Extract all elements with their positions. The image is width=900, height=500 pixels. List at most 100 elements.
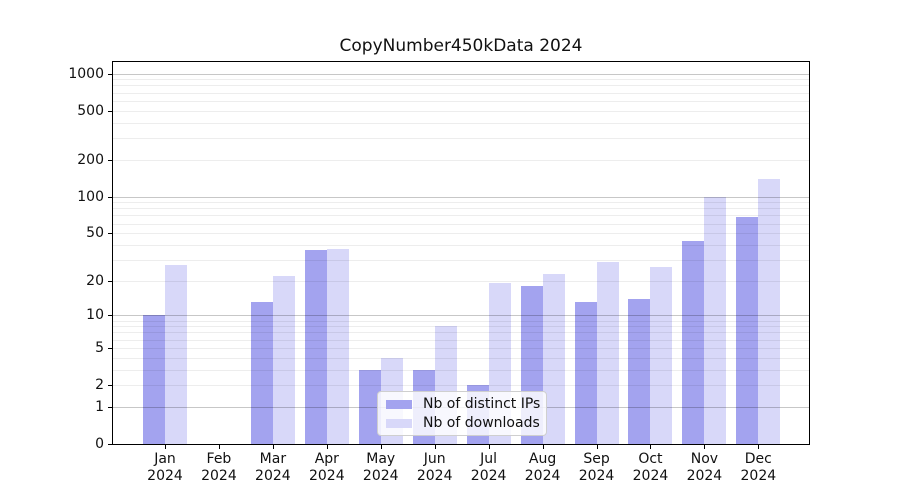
minor-gridline — [113, 92, 809, 94]
x-tick-month: Jul — [480, 451, 498, 467]
x-tick-label: Jan 2024 — [135, 451, 195, 485]
y-tick-mark — [108, 315, 112, 317]
y-tick-label: 0 — [95, 436, 104, 452]
y-tick-label: 5 — [95, 339, 104, 356]
y-tick-mark — [108, 444, 112, 445]
y-tick-mark — [108, 73, 112, 75]
x-tick-mark — [165, 445, 166, 449]
x-tick-year: 2024 — [362, 468, 399, 484]
y-tick-mark — [108, 196, 112, 198]
minor-gridline — [113, 320, 809, 322]
y-tick-label: 20 — [86, 272, 104, 289]
bar-downloads — [326, 248, 349, 444]
minor-gridline — [113, 280, 809, 282]
x-tick-mark — [596, 445, 598, 449]
minor-gridline — [113, 85, 809, 87]
major-gridline — [113, 73, 809, 75]
minor-gridline — [113, 339, 809, 341]
y-tick-label: 200 — [77, 151, 104, 168]
x-tick-year: 2024 — [201, 468, 237, 484]
major-gridline — [113, 196, 809, 198]
x-tick-mark — [434, 445, 436, 449]
x-tick-month: Dec — [744, 451, 772, 467]
x-tick-label: Apr 2024 — [297, 451, 357, 485]
x-tick-month: Oct — [638, 451, 663, 467]
x-tick-label: Jun 2024 — [405, 451, 465, 485]
minor-gridline — [113, 385, 809, 387]
legend-label-distinct-ips: Nb of distinct IPs — [423, 396, 541, 412]
minor-gridline — [113, 208, 809, 210]
x-tick-mark — [650, 445, 652, 449]
x-tick-year: 2024 — [416, 468, 453, 484]
bar-distinct-ips — [574, 302, 597, 444]
x-tick-year: 2024 — [686, 468, 723, 484]
minor-gridline — [113, 233, 809, 235]
x-tick-year: 2024 — [740, 468, 777, 484]
minor-gridline — [113, 332, 809, 334]
legend-swatch-distinct-ips — [386, 399, 412, 409]
y-tick-label: 500 — [77, 102, 104, 119]
bar-downloads — [596, 261, 619, 444]
y-tick-label: 50 — [86, 225, 104, 242]
x-tick-month: Jan — [154, 451, 176, 467]
bar-downloads — [542, 273, 565, 444]
y-tick-label: 100 — [77, 188, 104, 205]
x-tick-year: 2024 — [147, 468, 183, 484]
major-gridline — [113, 315, 809, 317]
y-tick-label: 1 — [95, 398, 104, 415]
x-tick-year: 2024 — [632, 468, 669, 484]
x-tick-year: 2024 — [255, 468, 291, 484]
bar-distinct-ips — [304, 250, 327, 444]
grid-layer — [113, 62, 809, 444]
legend-swatch-downloads — [386, 418, 412, 428]
y-tick-mark — [108, 110, 112, 112]
minor-gridline — [113, 357, 809, 359]
plot-area — [112, 61, 810, 445]
x-tick-mark — [758, 445, 760, 449]
bar-distinct-ips — [736, 216, 759, 444]
bar-downloads — [272, 275, 295, 444]
minor-gridline — [113, 369, 809, 371]
x-tick-mark — [326, 445, 328, 449]
x-tick-label: Feb 2024 — [189, 451, 249, 485]
bar-distinct-ips — [250, 302, 273, 444]
y-tick-mark — [108, 159, 112, 161]
x-tick-label: Mar 2024 — [243, 451, 303, 485]
x-tick-year: 2024 — [470, 468, 507, 484]
x-tick-year: 2024 — [524, 468, 561, 484]
minor-gridline — [113, 215, 809, 217]
x-tick-mark — [218, 445, 220, 449]
y-tick-mark — [108, 385, 112, 387]
minor-gridline — [113, 110, 809, 112]
x-tick-year: 2024 — [578, 468, 615, 484]
minor-gridline — [113, 137, 809, 139]
x-tick-label: Sep 2024 — [567, 451, 627, 485]
x-tick-month: Jun — [423, 451, 446, 467]
minor-gridline — [113, 79, 809, 81]
legend: Nb of distinct IPs Nb of downloads — [377, 391, 547, 436]
minor-gridline — [113, 159, 809, 161]
legend-label-downloads: Nb of downloads — [423, 415, 540, 431]
minor-gridline — [113, 244, 809, 246]
bar-downloads — [758, 178, 781, 444]
x-tick-mark — [704, 445, 706, 449]
x-tick-label: May 2024 — [351, 451, 411, 485]
x-tick-month: Nov — [690, 451, 719, 467]
bar-downloads — [165, 265, 187, 444]
x-tick-month: Sep — [583, 451, 610, 467]
x-tick-label: Dec 2024 — [728, 451, 788, 485]
minor-gridline — [113, 100, 809, 102]
y-tick-mark — [108, 347, 112, 349]
bar-downloads — [650, 267, 673, 444]
x-tick-mark — [542, 445, 544, 449]
bar-distinct-ips — [358, 369, 381, 444]
legend-item-distinct-ips: Nb of distinct IPs — [386, 396, 541, 412]
x-tick-month: Feb — [206, 451, 232, 467]
legend-item-downloads: Nb of downloads — [386, 415, 540, 431]
bar-distinct-ips — [143, 315, 165, 444]
minor-gridline — [113, 326, 809, 328]
minor-gridline — [113, 259, 809, 261]
chart-title: CopyNumber450kData 2024 — [339, 36, 583, 56]
x-tick-label: Jul 2024 — [459, 451, 519, 485]
